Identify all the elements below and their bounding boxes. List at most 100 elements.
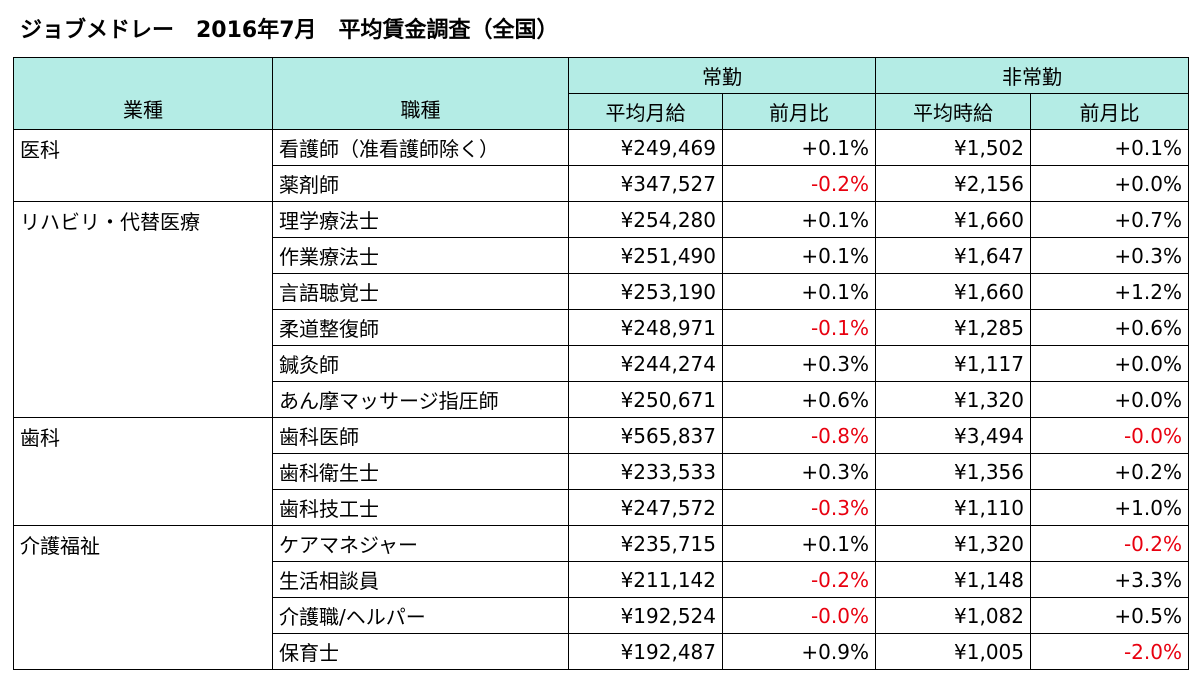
- value-cell: +0.7%: [1030, 201, 1189, 238]
- value-cell: ¥192,487: [568, 633, 723, 670]
- table-row: 言語聴覚士 ¥253,190 +0.1% ¥1,660 +1.2%: [14, 273, 1189, 310]
- value-cell: ¥247,572: [568, 489, 723, 526]
- value-cell: -0.2%: [722, 561, 876, 598]
- value-cell: +1.0%: [1030, 489, 1189, 526]
- value-cell: +0.1%: [722, 201, 876, 238]
- value-cell: ¥248,971: [568, 309, 723, 346]
- value-cell: ¥2,156: [875, 165, 1031, 202]
- table-body: 医科 看護師（准看護師除く） ¥249,469 +0.1% ¥1,502 +0.1% 薬剤師…: [13, 129, 1189, 670]
- industry-cell: 介護福祉: [13, 525, 273, 670]
- value-cell: +0.6%: [1030, 309, 1189, 346]
- value-cell: +0.5%: [1030, 597, 1189, 634]
- value-cell: +1.2%: [1030, 273, 1189, 310]
- value-cell: ¥192,524: [568, 597, 723, 634]
- value-cell: ¥565,837: [568, 417, 723, 454]
- value-cell: ¥1,110: [875, 489, 1031, 526]
- job-cell: あん摩マッサージ指圧師: [272, 381, 569, 418]
- job-cell: 鍼灸師: [272, 345, 569, 382]
- table-row: 鍼灸師 ¥244,274 +0.3% ¥1,117 +0.0%: [14, 345, 1189, 382]
- value-cell: ¥1,285: [875, 309, 1031, 346]
- value-cell: ¥1,356: [875, 453, 1031, 490]
- value-cell: +0.1%: [722, 237, 876, 274]
- value-cell: +0.3%: [722, 345, 876, 382]
- value-cell: ¥244,274: [568, 345, 723, 382]
- job-cell: 歯科衛生士: [272, 453, 569, 490]
- value-cell: ¥251,490: [568, 237, 723, 274]
- value-cell: ¥211,142: [568, 561, 723, 598]
- value-cell: ¥1,320: [875, 525, 1031, 562]
- value-cell: +0.1%: [722, 129, 876, 166]
- value-cell: -0.3%: [722, 489, 876, 526]
- header-cell: 職種: [272, 57, 569, 130]
- value-cell: +0.2%: [1030, 453, 1189, 490]
- value-cell: -0.2%: [1030, 525, 1189, 562]
- value-cell: ¥1,082: [875, 597, 1031, 634]
- wage-table: 業種 職種 常勤 非常勤 平均月給 前月比 平均時給 前月比 医科 看護師（准看護…: [13, 57, 1189, 670]
- value-cell: +0.3%: [1030, 237, 1189, 274]
- value-cell: ¥3,494: [875, 417, 1031, 454]
- header-cell: 平均時給: [875, 93, 1031, 130]
- value-cell: +0.0%: [1030, 165, 1189, 202]
- value-cell: ¥347,527: [568, 165, 723, 202]
- job-cell: 作業療法士: [272, 237, 569, 274]
- value-cell: +3.3%: [1030, 561, 1189, 598]
- value-cell: -0.0%: [722, 597, 876, 634]
- value-cell: +0.0%: [1030, 345, 1189, 382]
- job-cell: 言語聴覚士: [272, 273, 569, 310]
- table-row: 歯科 歯科医師 ¥565,837 -0.8% ¥3,494 -0.0%: [13, 417, 1189, 526]
- industry-cell: リハビリ・代替医療: [13, 201, 273, 418]
- header-cell: 前月比: [1030, 93, 1189, 130]
- value-cell: ¥1,005: [875, 633, 1031, 670]
- table-row: 生活相談員 ¥211,142 -0.2% ¥1,148 +3.3%: [14, 561, 1189, 598]
- value-cell: ¥1,660: [875, 201, 1031, 238]
- value-cell: +0.3%: [722, 453, 876, 490]
- job-cell: 歯科医師: [272, 417, 569, 454]
- job-cell: 生活相談員: [272, 561, 569, 598]
- value-cell: ¥1,117: [875, 345, 1031, 382]
- table-row: 医科 看護師（准看護師除く） ¥249,469 +0.1% ¥1,502 +0.1%: [13, 129, 1189, 202]
- industry-cell: 医科: [13, 129, 273, 202]
- header-cell: 常勤: [568, 57, 876, 94]
- table-row: 保育士 ¥192,487 +0.9% ¥1,005 -2.0%: [14, 633, 1189, 670]
- value-cell: -0.2%: [722, 165, 876, 202]
- header-cell: 前月比: [722, 93, 876, 130]
- value-cell: ¥249,469: [568, 129, 723, 166]
- value-cell: +0.6%: [722, 381, 876, 418]
- job-cell: ケアマネジャー: [272, 525, 569, 562]
- value-cell: ¥235,715: [568, 525, 723, 562]
- job-cell: 保育士: [272, 633, 569, 670]
- industry-cell: 歯科: [13, 417, 273, 526]
- value-cell: ¥1,502: [875, 129, 1031, 166]
- value-cell: ¥1,647: [875, 237, 1031, 274]
- title: ジョブメドレー 2016年7月 平均賃金調査（全国）: [20, 18, 559, 43]
- table-row: 介護福祉 ケアマネジャー ¥235,715 +0.1% ¥1,320 -0.2%: [13, 525, 1189, 670]
- value-cell: +0.1%: [722, 525, 876, 562]
- value-cell: ¥233,533: [568, 453, 723, 490]
- table-row: 歯科衛生士 ¥233,533 +0.3% ¥1,356 +0.2%: [14, 453, 1189, 490]
- table-row: 柔道整復師 ¥248,971 -0.1% ¥1,285 +0.6%: [14, 309, 1189, 346]
- value-cell: ¥1,148: [875, 561, 1031, 598]
- job-cell: 柔道整復師: [272, 309, 569, 346]
- value-cell: ¥250,671: [568, 381, 723, 418]
- job-cell: 歯科技工士: [272, 489, 569, 526]
- header-cell: 非常勤: [875, 57, 1189, 94]
- header-cell: 平均月給: [568, 93, 723, 130]
- value-cell: -0.1%: [722, 309, 876, 346]
- value-cell: -0.0%: [1030, 417, 1189, 454]
- value-cell: -2.0%: [1030, 633, 1189, 670]
- table-row: リハビリ・代替医療 理学療法士 ¥254,280 +0.1% ¥1,660 +0.7%: [13, 201, 1189, 418]
- table-row: 作業療法士 ¥251,490 +0.1% ¥1,647 +0.3%: [14, 237, 1189, 274]
- value-cell: ¥253,190: [568, 273, 723, 310]
- value-cell: ¥1,320: [875, 381, 1031, 418]
- header-cell: 業種: [13, 57, 273, 130]
- value-cell: ¥1,660: [875, 273, 1031, 310]
- value-cell: ¥254,280: [568, 201, 723, 238]
- value-cell: +0.1%: [1030, 129, 1189, 166]
- value-cell: +0.0%: [1030, 381, 1189, 418]
- value-cell: +0.1%: [722, 273, 876, 310]
- job-cell: 看護師（准看護師除く）: [272, 129, 569, 166]
- value-cell: -0.8%: [722, 417, 876, 454]
- value-cell: +0.9%: [722, 633, 876, 670]
- table-row: 歯科技工士 ¥247,572 -0.3% ¥1,110 +1.0%: [14, 489, 1189, 526]
